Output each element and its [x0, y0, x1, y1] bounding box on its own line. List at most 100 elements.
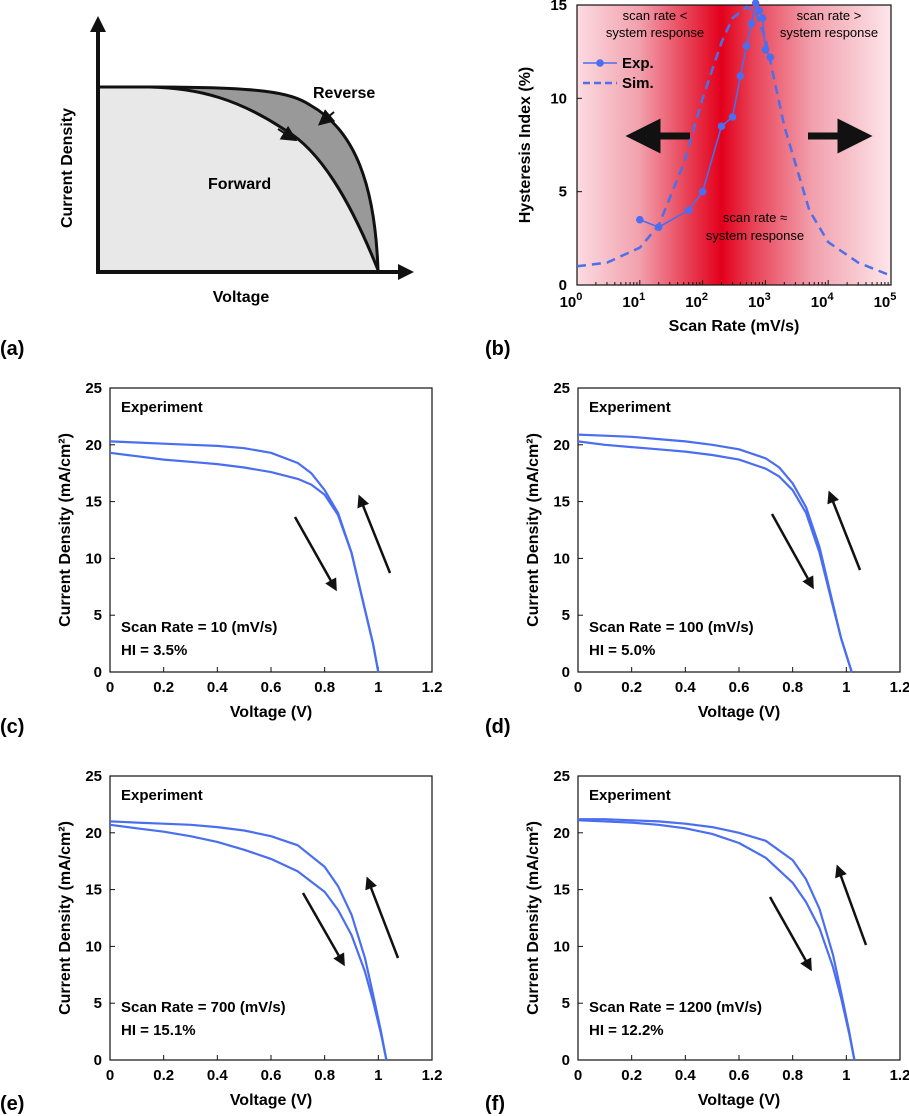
reverse-scan-curve: [109, 820, 388, 1061]
hi-annotation: HI = 3.5%: [121, 642, 187, 659]
xtick-label: 0.8: [782, 1067, 803, 1084]
scan-rate-annotation: Scan Rate = 700 (mV/s): [121, 999, 286, 1016]
xtick-label: 0.6: [261, 1067, 282, 1084]
xtick-label: 0: [574, 1067, 582, 1084]
exp-data-point: [761, 46, 770, 54]
panel-b-frame: [576, 4, 892, 286]
ytick-label: 10: [85, 938, 102, 955]
panel-label-b: (b): [485, 338, 511, 360]
schematic-x-label: Voltage: [213, 289, 270, 306]
ytick-label: 0: [94, 664, 102, 681]
reverse-curve: [149, 85, 380, 271]
panel-label-f: (f): [485, 1093, 505, 1115]
ytick-label: 20: [85, 825, 102, 842]
forward-scan-curve: [109, 451, 380, 673]
exp-data-point: [636, 215, 644, 224]
panel-label-d: (d): [485, 716, 511, 738]
xtick-label: 0.6: [261, 679, 282, 696]
ytick-label: 20: [85, 437, 102, 454]
panel-d-chart: 0 5 10 15 20 25 0 0.2 0.4 0.6 0.8 1 1.2 Experiment Sca…: [525, 380, 909, 721]
forward-scan-curve: [577, 440, 853, 673]
ytick-label: 5: [562, 995, 570, 1012]
scan-rate-annotation: Scan Rate = 1200 (mV/s): [589, 999, 762, 1016]
panel-title: Experiment: [121, 399, 203, 416]
ytick-label: 10: [85, 550, 102, 567]
reverse-scan-arrow: [365, 876, 400, 959]
exp-data-point: [751, 0, 760, 7]
reverse-scan-arrow: [357, 494, 392, 574]
schematic-reverse-label: Reverse: [313, 85, 375, 102]
hi-annotation: HI = 15.1%: [121, 1022, 196, 1039]
ytick-label: 25: [85, 768, 102, 785]
forward-scan-arrow: [768, 896, 812, 972]
ytick-label: 5: [94, 607, 102, 624]
y-axis-label: Current Density (mA/cm²): [525, 821, 542, 1015]
forward-scan-curve: [577, 819, 856, 1061]
legend-exp-marker: [596, 59, 604, 67]
xtick-label: 1.2: [890, 1067, 909, 1084]
forward-area: [98, 87, 378, 270]
scan-rate-annotation: Scan Rate = 100 (mV/s): [589, 619, 754, 636]
reverse-scan-curve: [578, 818, 856, 1061]
region-label-center: system response: [706, 228, 804, 243]
reverse-scan-arrow: [835, 864, 868, 946]
panel-b-ytick-label: 10: [550, 90, 567, 107]
exp-data-point: [684, 206, 693, 215]
xtick-label: 0: [106, 1067, 114, 1084]
panel-label-c: (c): [0, 716, 24, 738]
x-axis-label: Voltage (V): [698, 1092, 780, 1109]
ytick-label: 25: [553, 768, 570, 785]
xtick-label: 1: [842, 1067, 850, 1084]
exp-data-point: [755, 6, 764, 15]
panel-b-xtick-label: 100: [560, 291, 583, 311]
xtick-label: 0.4: [675, 1067, 697, 1084]
xtick-label: 0.2: [621, 679, 642, 696]
panel-b-xtick-label: 104: [811, 291, 835, 311]
xtick-label: 0.6: [729, 679, 750, 696]
forward-scan-arrow: [301, 892, 345, 967]
ytick-label: 25: [85, 380, 102, 397]
forward-scan-curve: [109, 823, 388, 1061]
forward-scan-arrow: [770, 513, 814, 590]
panel-label-a: (a): [0, 338, 24, 360]
hysteresis-area: [150, 87, 378, 270]
panel-label-e: (e): [0, 1093, 24, 1115]
ytick-label: 0: [562, 1052, 570, 1069]
panel-b-xtick-label: 103: [748, 291, 771, 311]
xtick-label: 1.2: [890, 679, 909, 696]
xtick-label: 0: [106, 679, 114, 696]
ytick-label: 15: [553, 882, 570, 899]
ytick-label: 10: [553, 938, 570, 955]
x-axis-arrowhead: [398, 264, 414, 280]
region-label-left: scan rate <: [623, 8, 688, 23]
xtick-label: 1: [842, 679, 850, 696]
xtick-label: 1.2: [422, 1067, 443, 1084]
scan-rate-annotation: Scan Rate = 10 (mV/s): [121, 619, 277, 636]
xtick-label: 0.8: [314, 679, 335, 696]
x-axis-label: Voltage (V): [230, 704, 312, 721]
panel-b-xtick-label: 105: [874, 291, 897, 311]
ytick-label: 10: [553, 550, 570, 567]
xtick-label: 1: [374, 679, 382, 696]
exp-data-point: [742, 42, 751, 50]
ytick-label: 20: [553, 437, 570, 454]
panel-e-chart: 0 5 10 15 20 25 0 0.2 0.4 0.6 0.8 1 1.2 Experiment Sca…: [57, 768, 442, 1109]
exp-data-point: [698, 187, 707, 196]
legend-sim-label: Sim.: [622, 75, 654, 92]
region-label-right: system response: [780, 25, 878, 40]
legend-exp-label: Exp.: [622, 55, 654, 72]
reverse-direction-arrow: [317, 109, 336, 126]
panel-b-xtick-label: 101: [622, 291, 645, 311]
y-axis-label: Current Density (mA/cm²): [525, 433, 542, 627]
x-axis-label: Voltage (V): [230, 1092, 312, 1109]
schematic-forward-label: Forward: [208, 176, 271, 193]
panel-b-ytick-label: 15: [550, 0, 567, 14]
xtick-label: 0.4: [675, 679, 697, 696]
sim-series-line: [576, 5, 892, 277]
region-label-center: scan rate ≈: [723, 210, 787, 225]
exp-data-point: [717, 122, 726, 131]
xtick-label: 0.2: [153, 1067, 174, 1084]
xtick-label: 1.2: [422, 679, 443, 696]
ytick-label: 20: [553, 825, 570, 842]
